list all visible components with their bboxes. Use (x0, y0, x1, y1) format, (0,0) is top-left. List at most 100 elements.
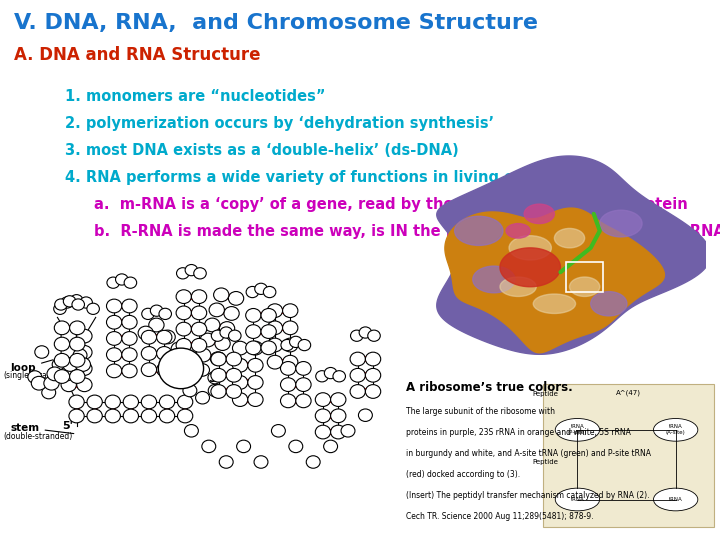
Circle shape (77, 362, 92, 375)
Circle shape (192, 290, 207, 303)
Circle shape (271, 424, 285, 437)
Circle shape (219, 456, 233, 468)
Text: tRNA
(P-site): tRNA (P-site) (568, 424, 587, 435)
Circle shape (365, 368, 381, 382)
Circle shape (54, 370, 70, 383)
Circle shape (196, 348, 211, 362)
Circle shape (296, 378, 311, 392)
Text: A ribosome’s true colors.: A ribosome’s true colors. (406, 381, 573, 394)
Circle shape (184, 424, 198, 437)
Circle shape (350, 352, 365, 366)
Circle shape (70, 353, 85, 367)
Circle shape (107, 315, 122, 329)
Circle shape (289, 336, 302, 348)
Circle shape (246, 308, 261, 322)
Circle shape (200, 333, 215, 347)
Circle shape (141, 409, 157, 423)
Circle shape (228, 330, 241, 341)
Circle shape (214, 288, 229, 302)
Circle shape (87, 303, 99, 314)
Circle shape (176, 306, 192, 320)
Circle shape (69, 409, 84, 423)
Circle shape (233, 341, 248, 355)
Circle shape (159, 409, 175, 423)
Circle shape (184, 372, 197, 384)
Circle shape (161, 350, 176, 364)
Circle shape (210, 352, 225, 366)
Circle shape (182, 354, 197, 368)
Circle shape (42, 386, 55, 399)
Circle shape (70, 370, 85, 383)
Circle shape (192, 306, 207, 320)
Circle shape (330, 409, 346, 423)
Circle shape (77, 346, 92, 359)
Circle shape (196, 364, 210, 376)
Circle shape (209, 303, 225, 317)
Circle shape (60, 297, 73, 308)
Polygon shape (437, 156, 711, 354)
Circle shape (183, 384, 197, 397)
Ellipse shape (473, 266, 515, 293)
Circle shape (341, 424, 355, 437)
Circle shape (73, 349, 87, 361)
Circle shape (70, 321, 85, 335)
Circle shape (220, 327, 233, 338)
Text: tRNA: tRNA (669, 497, 683, 502)
Circle shape (246, 341, 261, 355)
Circle shape (55, 299, 67, 310)
Circle shape (233, 376, 248, 389)
Circle shape (185, 265, 198, 276)
Circle shape (192, 339, 207, 352)
Circle shape (254, 456, 268, 468)
Text: (red) docked according to (3).: (red) docked according to (3). (406, 470, 521, 480)
Circle shape (194, 268, 206, 279)
Text: Cech TR. Science 2000 Aug 11;289(5481); 878-9.: Cech TR. Science 2000 Aug 11;289(5481); … (406, 512, 594, 522)
Circle shape (208, 384, 222, 397)
Circle shape (226, 352, 241, 366)
Ellipse shape (590, 292, 627, 316)
Ellipse shape (454, 217, 503, 246)
Circle shape (156, 363, 172, 376)
Circle shape (282, 304, 298, 318)
Circle shape (107, 277, 120, 288)
Circle shape (44, 376, 59, 390)
Text: a.  m-RNA is a ‘copy’ of a gene, read by the ribosome to make a protein: a. m-RNA is a ‘copy’ of a gene, read by … (94, 197, 688, 212)
Circle shape (122, 315, 137, 329)
Circle shape (122, 332, 137, 345)
Bar (567, 262, 603, 292)
Circle shape (77, 329, 92, 343)
Circle shape (171, 362, 187, 376)
Text: loop: loop (10, 360, 53, 373)
Circle shape (115, 274, 128, 285)
Circle shape (261, 308, 276, 322)
Circle shape (261, 341, 276, 355)
Text: b.  R-RNA is made the same way, is IN the Ribosome, and ‘reads’ the m-RNA: b. R-RNA is made the same way, is IN the… (94, 224, 720, 239)
Circle shape (315, 409, 330, 423)
Circle shape (71, 295, 83, 306)
Text: 4. RNA performs a wide variety of functions in living cells:: 4. RNA performs a wide variety of functi… (65, 170, 547, 185)
Text: tRNA
(A-site): tRNA (A-site) (666, 424, 685, 435)
Circle shape (654, 488, 698, 511)
Circle shape (298, 340, 310, 350)
Circle shape (32, 376, 47, 390)
Text: The large subunit of the ribosome with: The large subunit of the ribosome with (406, 407, 555, 416)
FancyBboxPatch shape (543, 384, 714, 527)
Circle shape (281, 378, 296, 392)
Circle shape (264, 286, 276, 298)
Ellipse shape (506, 224, 530, 238)
Circle shape (211, 352, 226, 366)
Circle shape (330, 425, 346, 439)
Circle shape (330, 393, 346, 407)
Circle shape (28, 371, 42, 383)
Circle shape (204, 318, 220, 332)
Circle shape (212, 330, 224, 341)
Circle shape (105, 395, 120, 409)
Circle shape (351, 330, 363, 341)
Circle shape (333, 370, 346, 382)
Circle shape (365, 384, 381, 399)
Circle shape (555, 418, 600, 441)
Circle shape (315, 425, 330, 439)
Circle shape (141, 347, 157, 360)
Circle shape (296, 362, 311, 375)
Text: 2. polymerization occurs by ‘dehydration synthesis’: 2. polymerization occurs by ‘dehydration… (65, 116, 494, 131)
